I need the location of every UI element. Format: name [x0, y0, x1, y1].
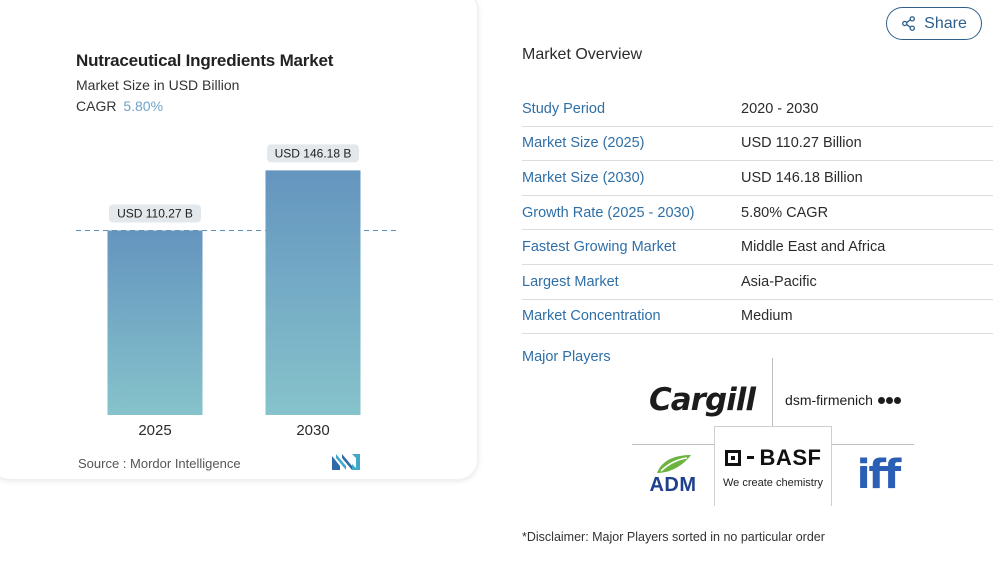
basf-wordmark: BASF — [759, 444, 822, 470]
overview-key[interactable]: Market Concentration — [522, 308, 661, 325]
divider — [832, 444, 914, 445]
dsm-dots-icon — [877, 396, 901, 404]
share-button[interactable]: Share — [886, 7, 982, 40]
data-label: USD 110.27 B — [117, 206, 193, 220]
divider — [632, 444, 714, 445]
bar-chart: USD 110.27 B 2025 USD 146.18 B 2030 — [76, 144, 396, 439]
data-label: USD 146.18 B — [275, 146, 352, 160]
divider — [772, 358, 773, 438]
overview-key[interactable]: Growth Rate (2025 - 2030) — [522, 204, 695, 221]
overview-key[interactable]: Fastest Growing Market — [522, 239, 676, 256]
overview-row: Largest Market Asia-Pacific — [522, 265, 993, 300]
dsm-firmenich-logo: dsm-firmenich — [772, 356, 914, 444]
overview-key[interactable]: Market Size (2030) — [522, 169, 645, 186]
overview-value: 2020 - 2030 — [741, 100, 819, 117]
basf-tagline: We create chemistry — [722, 476, 824, 489]
source-note: Source : Mordor Intelligence — [78, 456, 241, 471]
x-tick-label: 2025 — [138, 422, 171, 439]
overview-key[interactable]: Largest Market — [522, 273, 619, 290]
overview-value: USD 146.18 Billion — [741, 169, 863, 186]
adm-leaf-icon — [657, 455, 691, 473]
cagr-label: CAGR — [76, 98, 117, 114]
overview-value: Asia-Pacific — [741, 273, 817, 290]
overview-table: Study Period 2020 - 2030 Market Size (202… — [522, 92, 993, 335]
basf-square-icon — [724, 449, 741, 466]
overview-value: Medium — [741, 308, 793, 325]
cagr-value: 5.80% — [123, 98, 164, 114]
adm-wordmark: ADM — [649, 474, 697, 496]
mordor-intelligence-logo-icon — [332, 454, 360, 470]
disclaimer: *Disclaimer: Major Players sorted in no … — [522, 530, 825, 544]
share-label: Share — [924, 14, 967, 32]
basf-dash-icon — [746, 456, 754, 459]
chart-card — [0, 0, 478, 480]
iff-logo: iff — [842, 446, 914, 504]
overview-title: Market Overview — [522, 46, 643, 63]
data-label-bg — [267, 144, 359, 163]
overview-row: Market Size (2030) USD 146.18 Billion — [522, 161, 993, 196]
overview-row: Market Concentration Medium — [522, 300, 993, 335]
major-players-grid: Cargill dsm-firmenich ADM BASF We create… — [632, 356, 914, 506]
bar-2025 — [107, 230, 203, 415]
chart-title: Nutraceutical Ingredients Market — [76, 51, 334, 70]
overview-value: USD 110.27 Billion — [741, 135, 862, 152]
overview-row: Fastest Growing Market Middle East and Af… — [522, 230, 993, 265]
overview-row: Market Size (2025) USD 110.27 Billion — [522, 127, 993, 162]
adm-logo: ADM — [632, 446, 714, 504]
overview-key[interactable]: Market Size (2025) — [522, 135, 645, 152]
overview-row: Growth Rate (2025 - 2030) 5.80% CAGR — [522, 196, 993, 231]
x-tick-label: 2030 — [296, 422, 329, 439]
overview-value: Middle East and Africa — [741, 239, 886, 256]
overview-value: 5.80% CAGR — [741, 204, 829, 221]
major-players-label[interactable]: Major Players — [522, 349, 611, 365]
bar-2030 — [265, 170, 361, 415]
overview-row: Study Period 2020 - 2030 — [522, 92, 993, 127]
share-icon — [902, 16, 916, 31]
cargill-wordmark: Cargill — [648, 382, 756, 418]
basf-name: BASF — [724, 444, 822, 471]
iff-wordmark: iff — [856, 452, 901, 498]
chart-cagr: CAGR 5.80% — [76, 98, 163, 114]
dsm-wordmark: dsm-firmenich — [785, 392, 873, 408]
data-label-bg — [109, 204, 201, 223]
basf-logo: BASF We create chemistry — [714, 426, 832, 506]
chart-subtitle: Market Size in USD Billion — [76, 77, 240, 93]
cargill-logo: Cargill — [632, 356, 772, 444]
overview-key[interactable]: Study Period — [522, 100, 606, 117]
